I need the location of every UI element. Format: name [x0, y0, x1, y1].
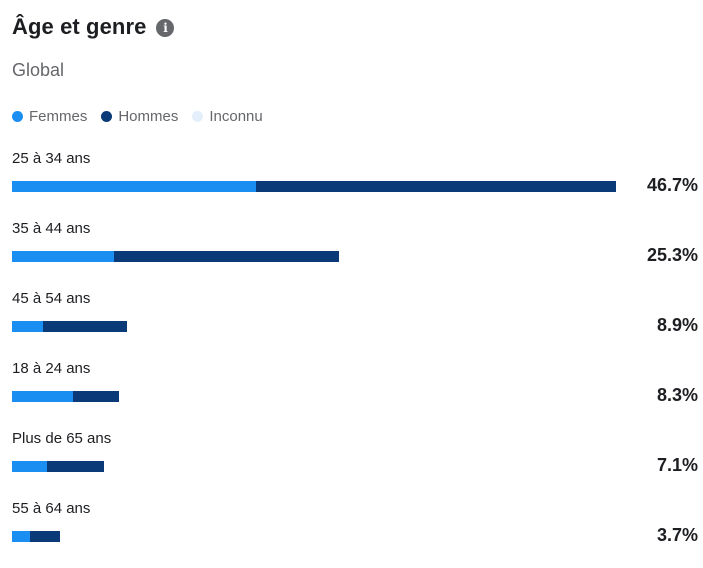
bar-segment-femmes[interactable]: [12, 391, 73, 402]
percentage-label: 25.3%: [646, 245, 698, 265]
bar-segment-hommes[interactable]: [72, 391, 120, 402]
bar-track: [12, 321, 616, 332]
category-label: 45 à 54 ans: [12, 290, 91, 307]
bar-segment-femmes[interactable]: [12, 181, 257, 192]
category-label: Plus de 65 ans: [12, 430, 112, 447]
bar-row[interactable]: Plus de 65 ans 7.1%: [12, 428, 698, 498]
bar-row[interactable]: 25 à 34 ans 46.7%: [12, 148, 698, 218]
bar-row[interactable]: 18 à 24 ans 8.3%: [12, 358, 698, 428]
bar-segment-hommes[interactable]: [30, 531, 60, 542]
percentage-label: 3.7%: [656, 525, 698, 545]
bar-segment-hommes[interactable]: [43, 321, 128, 332]
bar-segment-femmes[interactable]: [12, 321, 44, 332]
bar-row[interactable]: 35 à 44 ans 25.3%: [12, 218, 698, 288]
bar-segment-femmes[interactable]: [12, 251, 115, 262]
percentage-label: 7.1%: [656, 455, 698, 475]
bar-segment-femmes[interactable]: [12, 531, 31, 542]
bar-track: [12, 391, 616, 402]
category-label: 35 à 44 ans: [12, 220, 91, 237]
chart-subtitle: Global: [12, 60, 65, 80]
bar-row[interactable]: 55 à 64 ans 3.7%: [12, 498, 698, 568]
bar-rows: 25 à 34 ans 46.7% 35 à 44 ans 25.3% 45 à 54 …: [12, 148, 698, 568]
legend-dot: [101, 111, 113, 122]
bar-segment-hommes[interactable]: [46, 461, 104, 472]
chart-title: Âge et genre: [12, 14, 147, 39]
bar-track: [12, 531, 616, 542]
legend-item-femmes[interactable]: Femmes: [12, 108, 87, 125]
category-label: 25 à 34 ans: [12, 150, 91, 167]
bar-track: [12, 251, 616, 262]
legend-item-inconnu[interactable]: Inconnu: [192, 108, 263, 125]
category-label: 18 à 24 ans: [12, 360, 91, 377]
legend-label: Femmes: [29, 108, 88, 125]
percentage-label: 46.7%: [646, 175, 698, 195]
bar-segment-hommes[interactable]: [114, 251, 340, 262]
category-label: 55 à 64 ans: [12, 500, 91, 517]
legend-label: Hommes: [118, 108, 179, 125]
bar-row[interactable]: 45 à 54 ans 8.9%: [12, 288, 698, 358]
bar-track: [12, 461, 616, 472]
legend-item-hommes[interactable]: Hommes: [101, 108, 178, 125]
legend-dot: [192, 111, 204, 122]
bar-segment-hommes[interactable]: [256, 181, 616, 192]
percentage-label: 8.3%: [656, 385, 698, 405]
percentage-label: 8.9%: [656, 315, 698, 335]
bar-track: [12, 181, 616, 192]
bar-segment-femmes[interactable]: [12, 461, 47, 472]
chart-header: Âge et genre i: [12, 14, 175, 40]
chart-legend: Femmes Hommes Inconnu: [12, 108, 277, 125]
legend-label: Inconnu: [209, 108, 263, 125]
legend-dot: [12, 111, 23, 122]
info-icon[interactable]: i: [156, 19, 175, 37]
